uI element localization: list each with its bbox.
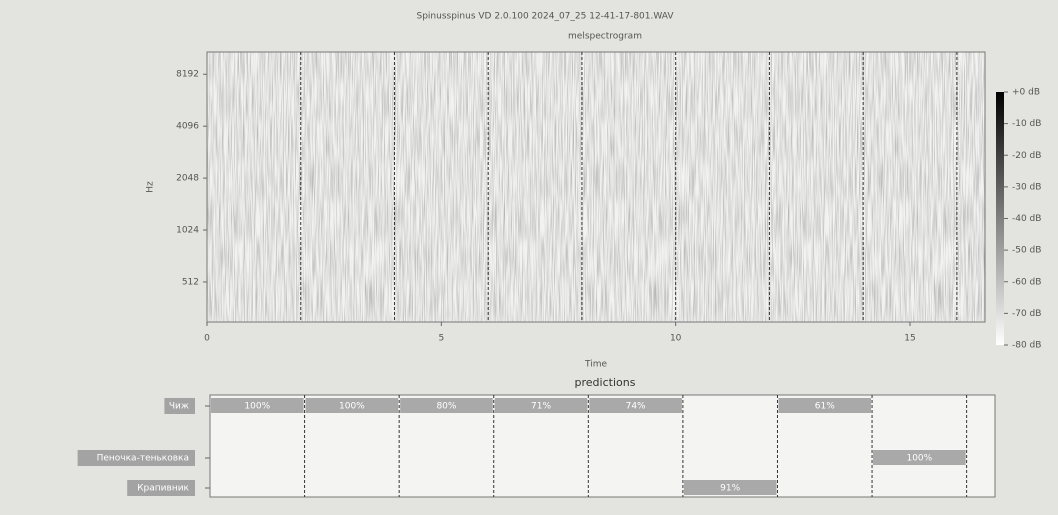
prediction-label: 91% <box>720 484 740 494</box>
y-tick-label: 512 <box>182 277 199 287</box>
prediction-label: 100% <box>906 454 932 464</box>
y-tick-label: 8192 <box>176 70 199 80</box>
colorbar-tick-label: +0 dB <box>1012 88 1040 98</box>
colorbar-tick-label: -30 dB <box>1012 182 1041 192</box>
y-tick-label: 4096 <box>176 122 199 132</box>
prediction-label: 61% <box>815 402 835 412</box>
colorbar-tick-label: -80 dB <box>1012 341 1041 351</box>
x-axis-label: Time <box>584 360 607 370</box>
y-axis-label: Hz <box>146 181 156 193</box>
prediction-label: 80% <box>436 402 456 412</box>
y-tick-label: 1024 <box>176 226 199 236</box>
predictions-title: predictions <box>575 376 636 389</box>
spectrogram-texture <box>207 52 985 322</box>
prediction-label: 100% <box>244 402 270 412</box>
colorbar-tick-label: -60 dB <box>1012 277 1041 287</box>
category-label: Пеночка-теньковка <box>97 454 189 464</box>
colorbar-tick-label: -10 dB <box>1012 119 1041 129</box>
colorbar-tick-label: -50 dB <box>1012 246 1041 256</box>
prediction-label: 71% <box>531 402 551 412</box>
colorbar-tick-label: -70 dB <box>1012 309 1041 319</box>
colorbar-tick-label: -40 dB <box>1012 214 1041 224</box>
x-tick-label: 10 <box>670 334 682 344</box>
colorbar <box>996 92 1004 345</box>
y-tick-label: 2048 <box>176 174 199 184</box>
category-label: Чиж <box>169 402 189 412</box>
x-tick-label: 5 <box>438 334 444 344</box>
prediction-label: 74% <box>626 402 646 412</box>
spectrogram-area <box>207 52 985 322</box>
chart: Spinusspinus VD 2.0.100 2024_07_25 12-41… <box>0 0 1058 511</box>
category-label: Крапивник <box>137 484 189 494</box>
prediction-label: 100% <box>339 402 365 412</box>
x-tick-label: 0 <box>204 334 210 344</box>
chart-title: Spinusspinus VD 2.0.100 2024_07_25 12-41… <box>417 12 675 22</box>
x-tick-label: 15 <box>904 334 915 344</box>
chart-subtitle: melspectrogram <box>568 32 642 42</box>
colorbar-tick-label: -20 dB <box>1012 151 1041 161</box>
